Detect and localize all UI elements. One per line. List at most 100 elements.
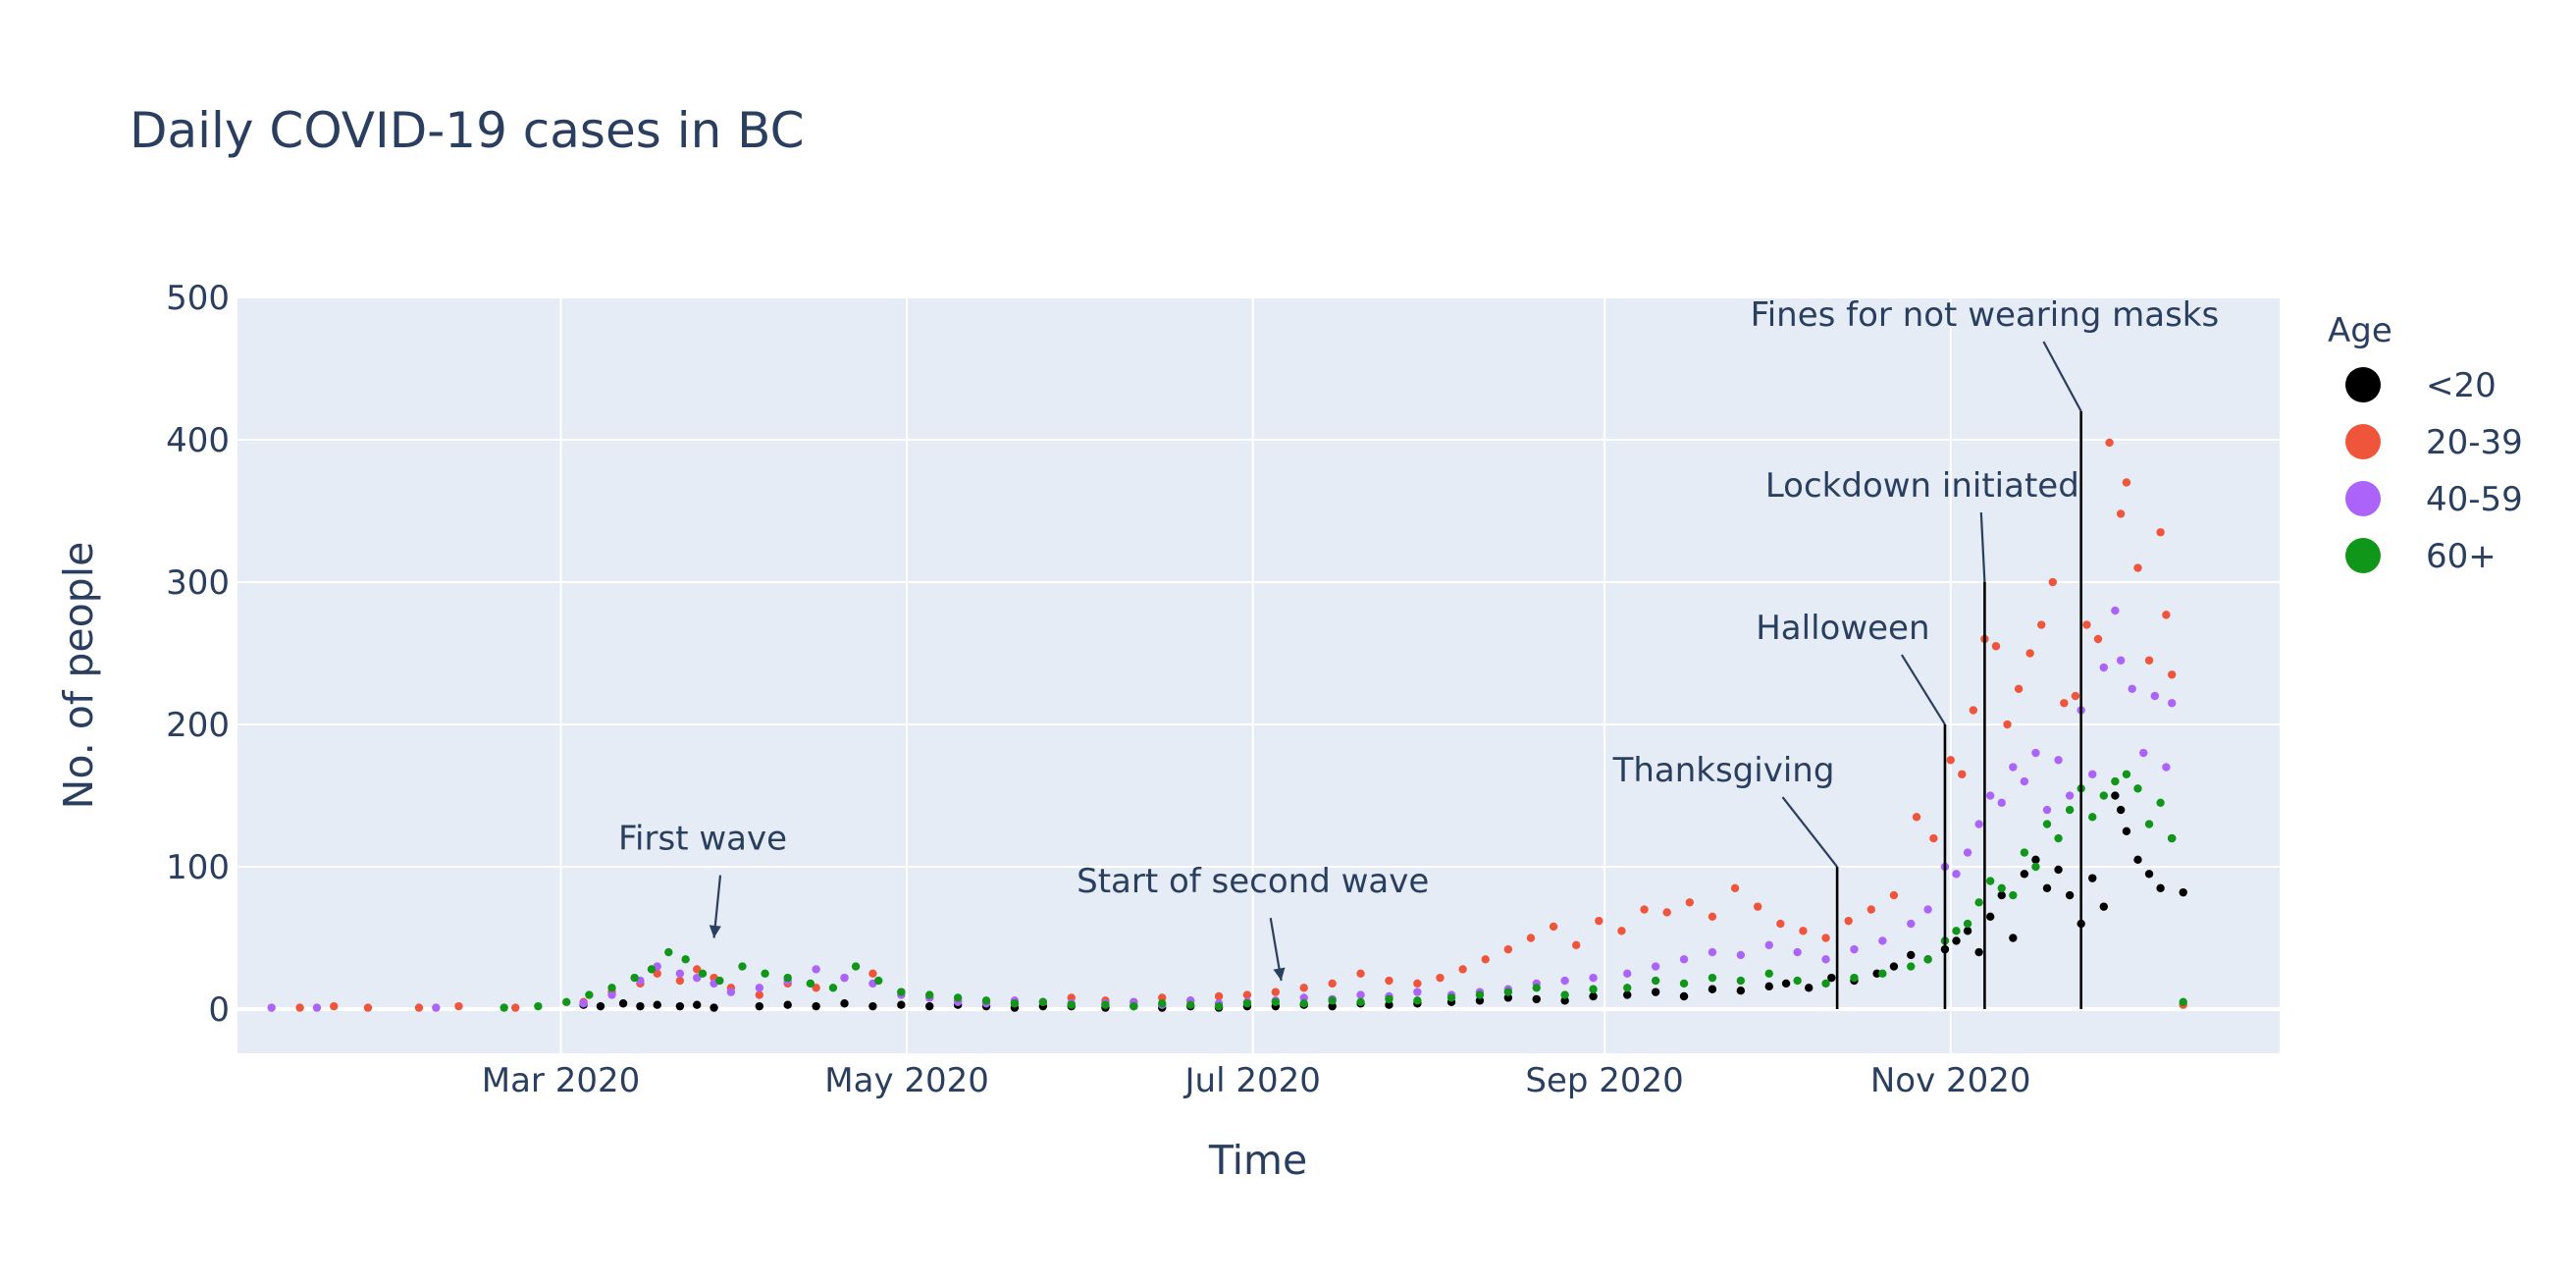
- y-tick-label: 500: [166, 279, 230, 318]
- data-point: [454, 1001, 463, 1011]
- data-point: [2156, 798, 2165, 807]
- data-point: [1991, 642, 2001, 651]
- data-point: [2048, 577, 2057, 587]
- data-point: [2150, 691, 2160, 701]
- data-point: [1385, 994, 1393, 1004]
- data-point: [783, 1000, 792, 1009]
- legend-item[interactable]: 60+: [2345, 537, 2497, 576]
- data-point: [2065, 890, 2075, 900]
- y-axis-ticks: 0 100 200 300 400 500: [166, 279, 230, 1030]
- data-point: [2088, 770, 2097, 778]
- data-point: [1560, 990, 1569, 999]
- data-point: [1878, 936, 1887, 945]
- data-point: [1651, 987, 1660, 996]
- annotation-connector: [1900, 654, 1946, 725]
- data-point: [1532, 984, 1541, 992]
- data-point: [1679, 991, 1689, 1001]
- data-point: [2099, 663, 2109, 672]
- data-point: [267, 1003, 276, 1012]
- data-point: [1997, 890, 2006, 900]
- legend-label: 20-39: [2426, 423, 2523, 462]
- data-point: [1844, 916, 1853, 926]
- data-point: [534, 1001, 543, 1011]
- data-point: [511, 1003, 520, 1012]
- data-point: [1623, 990, 1632, 999]
- data-point: [783, 973, 792, 983]
- data-point: [1907, 950, 1916, 960]
- annotation-label: First wave: [618, 820, 787, 859]
- data-point: [1356, 969, 1365, 978]
- data-point: [726, 987, 736, 996]
- data-point: [1010, 999, 1020, 1008]
- data-point: [1475, 996, 1485, 1005]
- legend-item[interactable]: 20-39: [2345, 423, 2523, 462]
- annotation-5: Fines for not wearing masks: [1751, 295, 2219, 1010]
- data-point: [1805, 984, 1814, 992]
- legend: Age <20 20-39 40-59 60+: [2328, 311, 2523, 576]
- data-point: [1866, 905, 1876, 914]
- data-point: [630, 973, 639, 983]
- data-point: [897, 987, 906, 996]
- data-point: [1328, 1001, 1337, 1011]
- data-point: [1963, 927, 1972, 935]
- data-point: [1764, 969, 1773, 978]
- data-point: [1651, 976, 1660, 986]
- data-point: [2179, 887, 2187, 897]
- data-point: [1850, 944, 1859, 954]
- data-point: [664, 947, 673, 957]
- data-point: [1271, 997, 1281, 1006]
- data-point: [698, 969, 708, 978]
- data-point: [414, 1003, 424, 1012]
- data-point: [363, 1003, 373, 1012]
- data-point: [1560, 976, 1569, 986]
- data-point: [715, 976, 724, 986]
- data-point: [1481, 955, 1490, 964]
- data-point: [1356, 990, 1365, 999]
- y-tick-label: 0: [208, 990, 230, 1030]
- data-point: [1974, 947, 1983, 957]
- data-point: [1475, 990, 1485, 999]
- data-point: [1912, 813, 1921, 822]
- data-point: [1764, 940, 1773, 949]
- data-point: [2054, 756, 2063, 765]
- annotation-connector: [2042, 341, 2082, 412]
- data-point: [1997, 798, 2006, 807]
- data-point: [1458, 965, 1467, 974]
- data-point: [897, 1000, 906, 1009]
- data-point: [2060, 699, 2069, 708]
- data-point: [647, 965, 657, 974]
- data-point: [1708, 947, 1717, 957]
- plot-area: [237, 297, 2280, 1053]
- legend-item[interactable]: <20: [2345, 366, 2497, 405]
- data-point: [874, 976, 883, 986]
- data-point: [1589, 973, 1598, 983]
- data-point: [851, 962, 861, 971]
- data-point: [2105, 438, 2114, 448]
- data-point: [1214, 991, 1224, 1001]
- data-point: [840, 999, 849, 1008]
- data-point: [2042, 820, 2052, 828]
- data-point: [2116, 509, 2126, 518]
- data-point: [693, 965, 702, 974]
- data-point: [1589, 991, 1598, 1001]
- data-point: [1446, 993, 1456, 1002]
- annotation-label: Start of second wave: [1077, 862, 1429, 901]
- data-point: [812, 1001, 820, 1011]
- data-point: [2009, 890, 2018, 900]
- data-point: [2167, 833, 2177, 843]
- data-point: [2071, 691, 2080, 701]
- data-point: [1623, 969, 1632, 978]
- data-point: [2031, 748, 2040, 758]
- data-point: [1974, 820, 1983, 828]
- data-point: [2162, 763, 2171, 772]
- data-point: [2111, 776, 2120, 786]
- legend-title: Age: [2328, 311, 2392, 350]
- data-point: [755, 1001, 764, 1011]
- data-point: [1413, 979, 1422, 988]
- x-tick-label: Sep 2020: [1525, 1061, 1683, 1100]
- data-point: [2003, 720, 2012, 729]
- data-point: [1969, 706, 1978, 715]
- y-tick-label: 300: [166, 563, 230, 603]
- data-point: [2111, 606, 2120, 615]
- legend-item[interactable]: 40-59: [2345, 480, 2523, 519]
